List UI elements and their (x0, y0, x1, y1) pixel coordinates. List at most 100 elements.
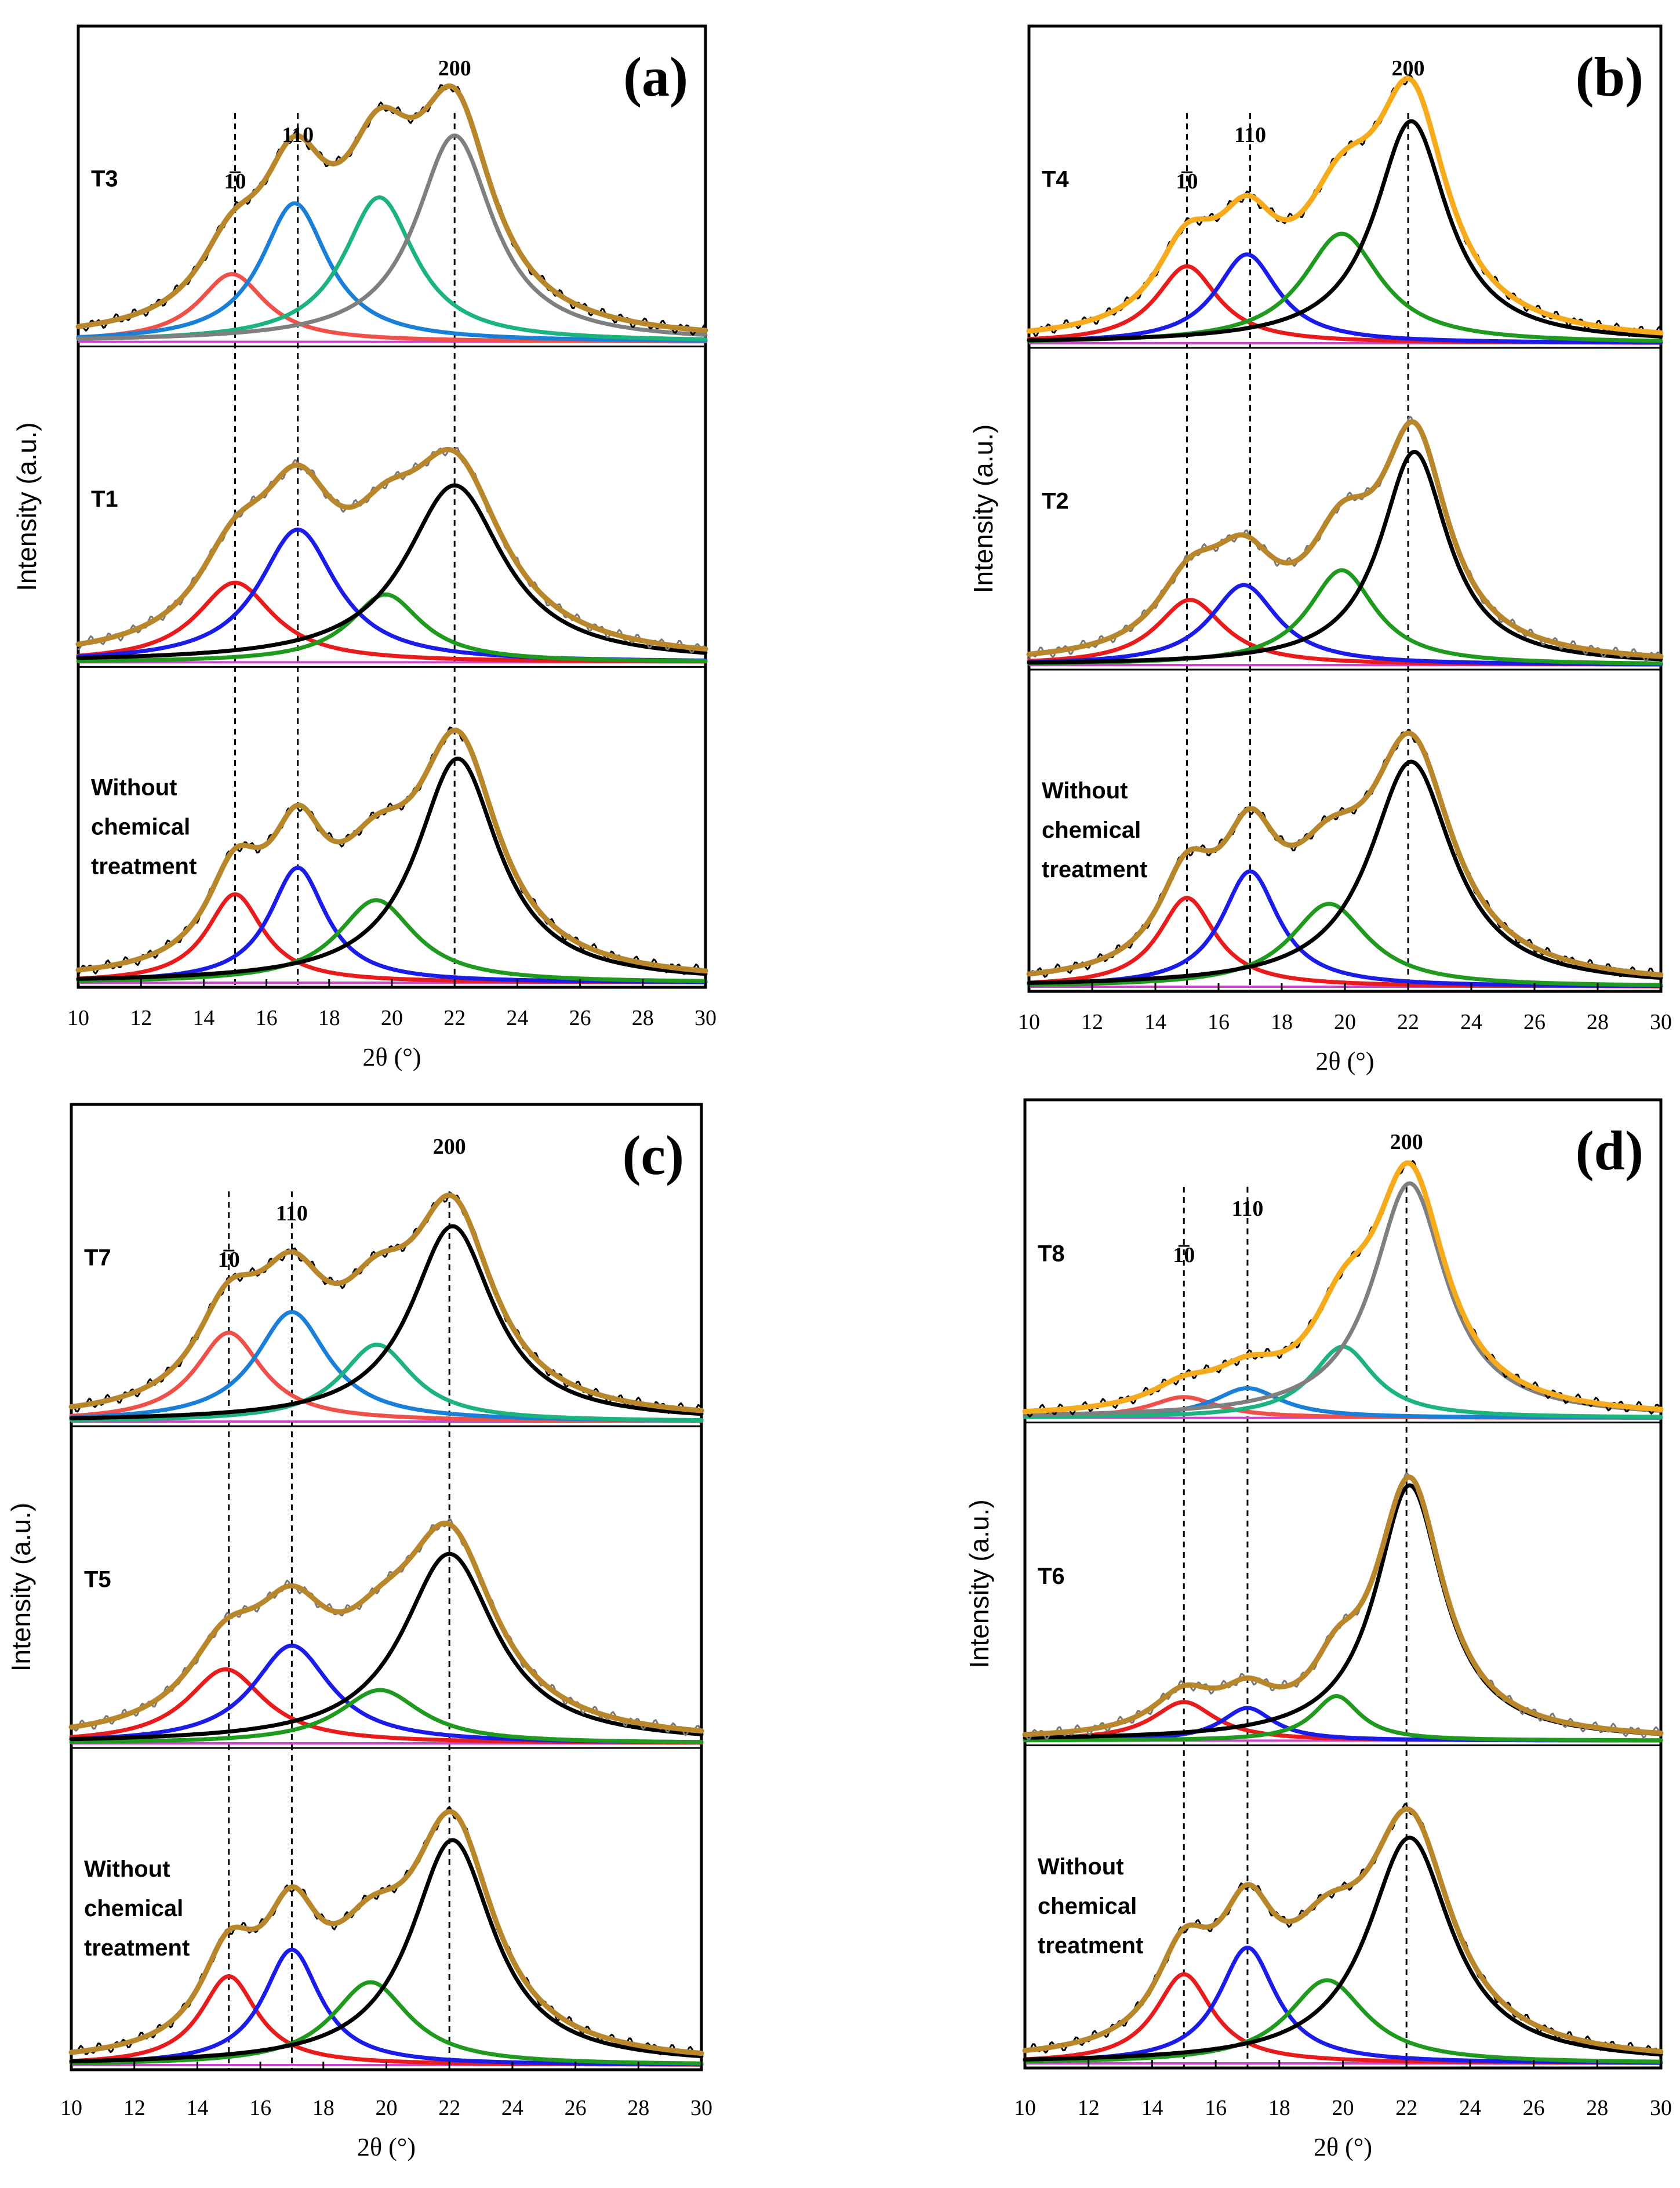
plot-frame (1023, 1098, 1663, 2070)
panel-id: (c) (622, 1124, 684, 1186)
x-axis-title: 2θ (°) (1316, 1047, 1374, 1075)
x-tick-label: 22 (443, 1006, 466, 1030)
cumulative-fit (75, 446, 708, 652)
measured-pattern (70, 1518, 703, 1736)
peak-index-label: 200 (438, 56, 471, 81)
peak-index-label: 200 (433, 1135, 466, 1159)
x-tick-label: 26 (565, 2096, 587, 2120)
panel-3: T8 T6 Without chemical treatment 1̅0 110 200 (d)… (964, 1098, 1672, 2161)
x-tick-label: 18 (318, 1006, 340, 1030)
x-tick-label: 26 (569, 1006, 591, 1030)
x-tick-label: 12 (130, 1006, 152, 1030)
x-tick-label: 16 (1205, 2096, 1227, 2120)
peak-index-label: 200 (1392, 56, 1425, 81)
y-axis-title: Intensity (a.u.) (12, 422, 42, 591)
cumulative-fit (1022, 1474, 1664, 1738)
component-peak-3 (1023, 1836, 1663, 2062)
component-peak-3 (76, 483, 708, 660)
component-peak-3 (76, 133, 708, 341)
component-peak-3 (69, 1551, 704, 1742)
measured-pattern (70, 1806, 703, 2059)
sample-label: Without chemical treatment (91, 775, 197, 879)
cumulative-fit (1026, 419, 1664, 659)
sample-label: T3 (91, 166, 118, 191)
sample-label: T5 (84, 1567, 111, 1593)
cumulative-fit (1022, 1160, 1664, 1415)
component-peak-2 (1023, 1344, 1663, 1419)
component-peak-1 (76, 866, 708, 984)
x-tick-label: 20 (1334, 1010, 1356, 1034)
x-tick-label: 28 (632, 1006, 654, 1030)
component-peak-3 (1027, 759, 1663, 985)
x-tick-label: 24 (501, 2096, 523, 2120)
component-peak-2 (69, 1980, 704, 2066)
sample-label: T4 (1042, 167, 1069, 192)
x-tick-label: 20 (376, 2096, 398, 2120)
y-axis-title: Intensity (a.u.) (964, 1499, 994, 1668)
x-tick-label: 24 (1459, 2096, 1481, 2120)
x-axis-title: 2θ (°) (357, 2133, 416, 2161)
cumulative-fit (68, 1193, 704, 1413)
component-peak-2 (76, 898, 708, 983)
x-tick-label: 16 (1208, 1010, 1230, 1034)
plot-frame (1027, 24, 1663, 993)
cumulative-fit (75, 728, 708, 974)
cumulative-fit (1026, 75, 1664, 336)
x-tick-label: 22 (438, 2096, 460, 2120)
component-peak-3 (69, 1224, 704, 1420)
x-tick-label: 28 (1587, 1010, 1609, 1034)
x-tick-label: 24 (506, 1006, 528, 1030)
sample-label: Without chemical treatment (1038, 1854, 1143, 1958)
component-peak-1 (1027, 252, 1663, 345)
x-tick-label: 16 (256, 1006, 278, 1030)
x-tick-label: 16 (249, 2096, 271, 2120)
sample-label: T8 (1038, 1241, 1065, 1266)
x-tick-label: 14 (192, 1006, 214, 1030)
x-tick-label: 24 (1460, 1010, 1482, 1034)
cumulative-fit (1026, 730, 1664, 978)
x-tick-label: 12 (1081, 1010, 1103, 1034)
component-peak-3 (1027, 449, 1663, 665)
component-peak-1 (1023, 1945, 1663, 2065)
component-peak-3 (1023, 1181, 1663, 1417)
sample-label: Without chemical treatment (84, 1856, 190, 1961)
x-tick-label: 18 (312, 2096, 334, 2120)
panel-1: T4 T2 Without chemical treatment 1̅0 110 200 (b)… (968, 24, 1672, 1075)
x-tick-label: 18 (1271, 1010, 1293, 1034)
measured-pattern (1024, 1160, 1662, 1418)
panel-id: (a) (623, 46, 688, 108)
component-peak-1 (1027, 869, 1663, 988)
sample-label: Without chemical treatment (1042, 778, 1147, 882)
x-axis-title: 2θ (°) (363, 1043, 421, 1071)
component-peak-3 (69, 1838, 704, 2063)
x-tick-label: 28 (1586, 2096, 1608, 2120)
panel-id: (b) (1576, 46, 1643, 108)
peak-index-label: 1̅0 (224, 169, 246, 194)
y-axis-title: Intensity (a.u.) (6, 1503, 36, 1671)
measured-pattern (70, 1192, 703, 1415)
component-peak-2 (76, 592, 708, 663)
peak-index-label: 200 (1390, 1130, 1423, 1154)
x-tick-label: 10 (1018, 1010, 1040, 1034)
x-tick-label: 20 (381, 1006, 403, 1030)
measured-pattern (1024, 1802, 1662, 2059)
x-tick-label: 18 (1268, 2096, 1290, 2120)
x-tick-label: 20 (1332, 2096, 1354, 2120)
x-tick-label: 12 (123, 2096, 146, 2120)
sample-label: T6 (1038, 1564, 1065, 1589)
x-tick-label: 22 (1397, 1010, 1419, 1034)
x-tick-label: 28 (627, 2096, 649, 2120)
panel-2: T7 T5 Without chemical treatment 1̅0 110 200 (c)… (6, 1103, 712, 2161)
peak-index-label: 1̅0 (218, 1248, 240, 1272)
peak-index-label: 110 (1231, 1197, 1263, 1221)
cumulative-fit (68, 1809, 704, 2056)
measured-pattern (1028, 75, 1662, 337)
component-peak-0 (76, 272, 708, 344)
cumulative-fit (75, 83, 708, 333)
measured-pattern (1028, 416, 1662, 662)
x-tick-label: 30 (690, 2096, 712, 2120)
x-tick-label: 30 (1650, 2096, 1672, 2120)
plot-frame (77, 24, 707, 989)
cumulative-fit (1022, 1806, 1664, 2055)
y-axis-title: Intensity (a.u.) (968, 424, 998, 593)
